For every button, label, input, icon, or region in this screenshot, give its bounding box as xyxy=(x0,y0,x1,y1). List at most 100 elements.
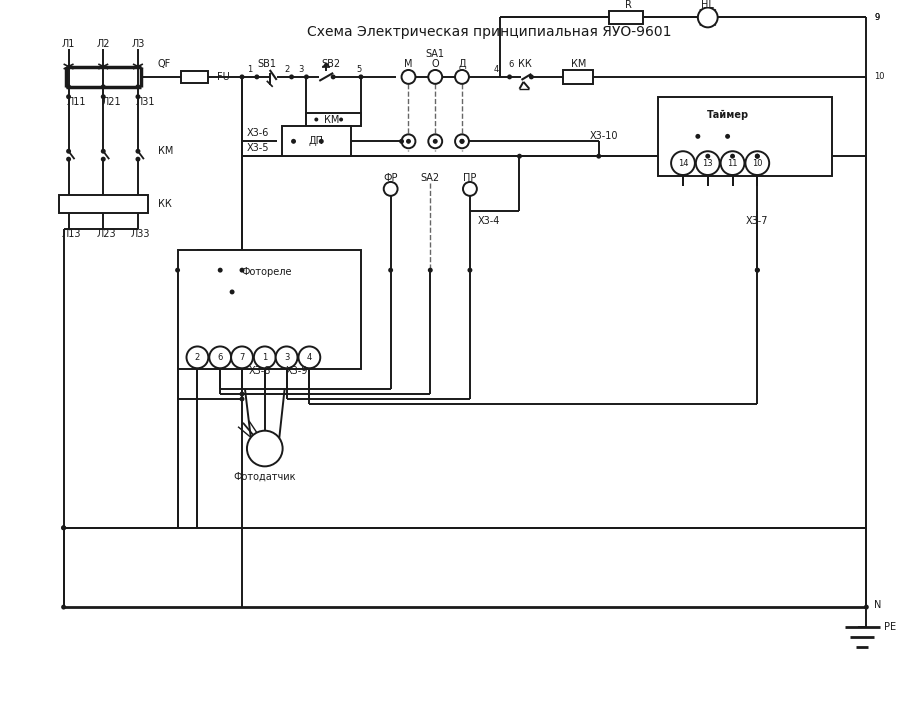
Text: КМ: КМ xyxy=(571,59,587,69)
Circle shape xyxy=(187,346,208,368)
Circle shape xyxy=(406,139,411,144)
Text: 10: 10 xyxy=(874,73,885,81)
Circle shape xyxy=(254,75,260,79)
Text: SA1: SA1 xyxy=(426,49,444,59)
Text: ДП: ДП xyxy=(309,136,323,147)
Circle shape xyxy=(101,84,105,89)
Circle shape xyxy=(136,94,140,99)
Circle shape xyxy=(725,134,730,139)
Text: FU: FU xyxy=(217,72,230,82)
Circle shape xyxy=(229,290,235,295)
Bar xyxy=(58,195,148,213)
Bar xyxy=(282,126,351,156)
Circle shape xyxy=(314,118,318,121)
Text: Х3-6: Х3-6 xyxy=(247,129,269,139)
Text: 11: 11 xyxy=(727,158,737,168)
Circle shape xyxy=(696,151,720,175)
Text: 3: 3 xyxy=(298,65,304,75)
Circle shape xyxy=(459,139,465,144)
Circle shape xyxy=(463,182,477,196)
Circle shape xyxy=(231,346,253,368)
Circle shape xyxy=(755,154,760,159)
Circle shape xyxy=(517,154,522,159)
Circle shape xyxy=(289,75,294,79)
Bar xyxy=(658,97,832,176)
Text: Л11: Л11 xyxy=(67,97,86,107)
Circle shape xyxy=(455,70,469,83)
Text: М: М xyxy=(404,59,413,69)
Text: Фотореле: Фотореле xyxy=(241,267,292,277)
Text: 9: 9 xyxy=(874,13,880,22)
Circle shape xyxy=(529,75,534,79)
Circle shape xyxy=(388,268,393,273)
Text: Л21: Л21 xyxy=(102,97,121,107)
Text: Л3: Л3 xyxy=(131,39,145,49)
Text: Л1: Л1 xyxy=(62,39,75,49)
Circle shape xyxy=(218,268,223,273)
Text: SA2: SA2 xyxy=(420,173,440,183)
Text: 5: 5 xyxy=(357,65,361,75)
Text: 7: 7 xyxy=(239,353,245,362)
Text: КМ: КМ xyxy=(158,146,173,156)
Text: 6: 6 xyxy=(217,353,223,362)
Text: 2: 2 xyxy=(195,353,200,362)
Circle shape xyxy=(275,346,298,368)
Text: ФР: ФР xyxy=(383,173,398,183)
Text: QF: QF xyxy=(158,59,171,69)
Text: 13: 13 xyxy=(702,158,713,168)
Text: Л33: Л33 xyxy=(131,229,151,240)
Circle shape xyxy=(671,151,695,175)
Circle shape xyxy=(746,151,769,175)
Circle shape xyxy=(291,139,296,144)
Circle shape xyxy=(402,70,416,83)
Circle shape xyxy=(67,84,71,89)
Text: Х3-9: Х3-9 xyxy=(286,366,308,376)
Bar xyxy=(307,113,361,126)
Circle shape xyxy=(359,75,363,79)
Circle shape xyxy=(319,139,323,144)
Circle shape xyxy=(239,391,245,396)
Circle shape xyxy=(429,134,443,148)
Text: Л31: Л31 xyxy=(136,97,155,107)
Circle shape xyxy=(247,431,283,466)
Circle shape xyxy=(596,154,602,159)
Text: Х3-4: Х3-4 xyxy=(478,216,500,226)
Circle shape xyxy=(730,154,735,159)
Circle shape xyxy=(705,154,711,159)
Text: Таймер: Таймер xyxy=(707,110,748,120)
Circle shape xyxy=(696,134,700,139)
Circle shape xyxy=(136,149,140,154)
Circle shape xyxy=(402,134,416,148)
Text: Л13: Л13 xyxy=(62,229,81,240)
Text: Х3-5: Х3-5 xyxy=(247,143,270,153)
Text: Схема Электрическая принципиальная ЯУО-9601: Схема Электрическая принципиальная ЯУО-9… xyxy=(308,25,672,39)
Text: 1: 1 xyxy=(262,353,267,362)
Circle shape xyxy=(67,157,71,162)
Circle shape xyxy=(864,605,869,610)
Text: 9: 9 xyxy=(874,13,880,22)
Circle shape xyxy=(61,526,67,530)
Circle shape xyxy=(755,268,760,273)
Circle shape xyxy=(254,346,275,368)
Circle shape xyxy=(383,182,397,196)
Text: 14: 14 xyxy=(677,158,688,168)
Text: 4: 4 xyxy=(307,353,312,362)
Circle shape xyxy=(399,139,404,144)
Text: 1: 1 xyxy=(248,65,252,75)
Text: N: N xyxy=(874,600,881,610)
Text: КК: КК xyxy=(517,59,531,69)
Text: КК: КК xyxy=(158,199,172,209)
Circle shape xyxy=(61,526,67,530)
Circle shape xyxy=(698,7,718,28)
Text: 4: 4 xyxy=(494,65,499,75)
Bar xyxy=(177,250,361,370)
Circle shape xyxy=(67,94,71,99)
Bar xyxy=(609,10,643,25)
Text: Д: Д xyxy=(458,59,466,69)
Circle shape xyxy=(101,149,105,154)
Text: R: R xyxy=(625,0,632,9)
Bar xyxy=(563,70,593,83)
Text: 3: 3 xyxy=(284,353,289,362)
Text: Л23: Л23 xyxy=(96,229,116,240)
Circle shape xyxy=(101,157,105,162)
